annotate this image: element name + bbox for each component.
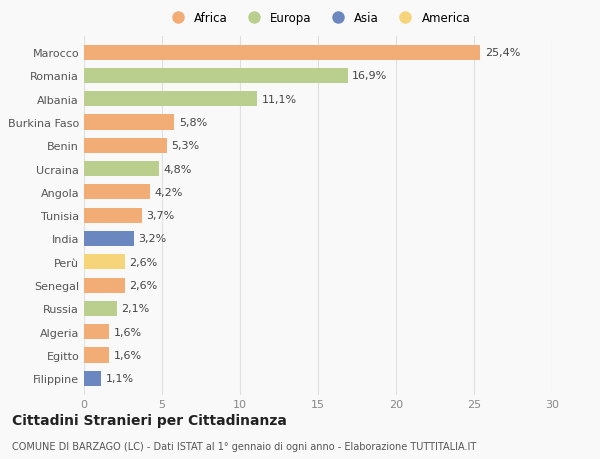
Bar [84, 231, 134, 246]
Bar [84, 371, 101, 386]
Bar [84, 185, 149, 200]
Bar [84, 278, 125, 293]
Text: 1,1%: 1,1% [106, 374, 134, 383]
Bar [84, 139, 167, 154]
Bar [84, 162, 159, 177]
Text: 4,8%: 4,8% [164, 164, 192, 174]
Text: 25,4%: 25,4% [485, 48, 520, 58]
Text: 16,9%: 16,9% [352, 71, 388, 81]
Text: 1,6%: 1,6% [113, 350, 142, 360]
Text: 2,6%: 2,6% [129, 257, 157, 267]
Text: 3,2%: 3,2% [139, 234, 167, 244]
Text: 4,2%: 4,2% [154, 187, 182, 197]
Bar [84, 115, 175, 130]
Text: 2,1%: 2,1% [121, 304, 149, 313]
Bar [84, 69, 347, 84]
Legend: Africa, Europa, Asia, America: Africa, Europa, Asia, America [163, 10, 473, 27]
Bar [84, 208, 142, 223]
Bar [84, 255, 125, 270]
Text: 11,1%: 11,1% [262, 95, 297, 105]
Bar [84, 92, 257, 107]
Text: 3,7%: 3,7% [146, 211, 175, 221]
Text: 1,6%: 1,6% [113, 327, 142, 337]
Text: 5,8%: 5,8% [179, 118, 208, 128]
Bar [84, 45, 480, 61]
Text: 2,6%: 2,6% [129, 280, 157, 291]
Bar [84, 301, 117, 316]
Text: Cittadini Stranieri per Cittadinanza: Cittadini Stranieri per Cittadinanza [12, 413, 287, 427]
Text: 5,3%: 5,3% [172, 141, 199, 151]
Bar [84, 347, 109, 363]
Bar [84, 325, 109, 340]
Text: COMUNE DI BARZAGO (LC) - Dati ISTAT al 1° gennaio di ogni anno - Elaborazione TU: COMUNE DI BARZAGO (LC) - Dati ISTAT al 1… [12, 441, 476, 451]
